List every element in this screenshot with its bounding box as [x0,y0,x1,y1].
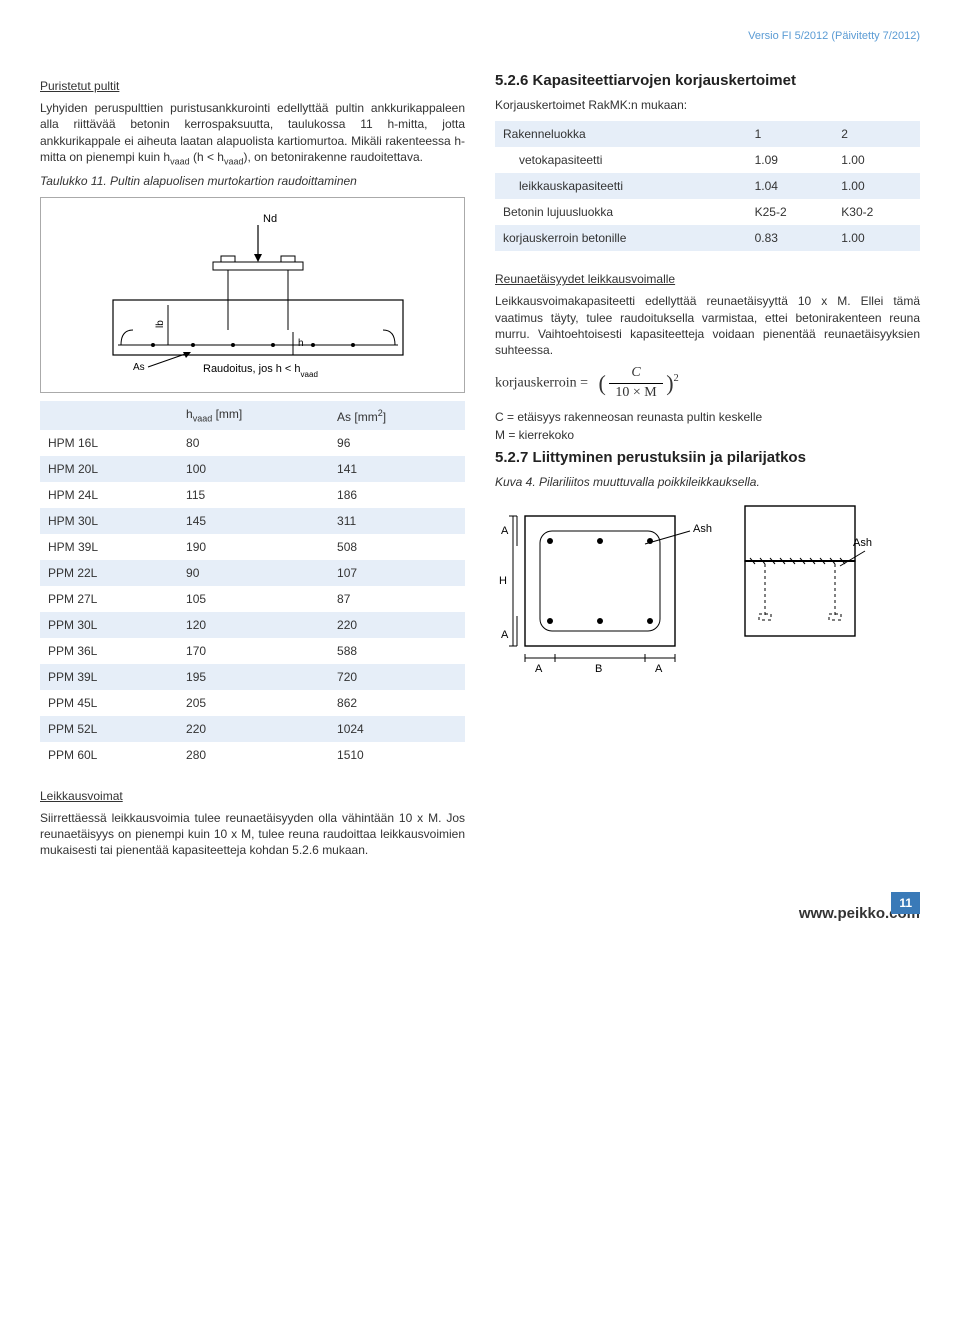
svg-text:A: A [655,663,663,675]
heading-526: 5.2.6 Kapasiteettiarvojen korjauskertoim… [495,72,920,89]
kuva4-caption: Kuva 4. Pilariliitos muuttuvalla poikkil… [495,474,920,490]
svg-text:A: A [501,525,509,537]
left-column: Puristetut pultit Lyhyiden peruspulttien… [40,72,465,865]
p-526: Korjauskertoimet RakMK:n mukaan: [495,97,920,113]
diagram-raudoitus: Nd h lb [40,197,465,393]
svg-text:B: B [595,663,602,675]
table11-caption: Taulukko 11. Pultin alapuolisen murtokar… [40,173,465,189]
nd-label: Nd [263,213,277,225]
t11-h2: As [mm2] [329,401,465,429]
svg-text:h: h [298,338,304,349]
page-number: 11 [891,892,920,914]
table-factors: Rakenneluokka 1 2 vetokapasiteetti 1.09 … [495,121,920,251]
svg-text:A: A [535,663,543,675]
leikkausvoimat-text: Siirrettäessä leikkausvoimia tulee reuna… [40,810,465,859]
raudoitus-svg: Nd h lb [93,210,413,380]
heading-527: 5.2.7 Liittyminen perustuksiin ja pilari… [495,449,920,466]
paragraph-1: Lyhyiden peruspulttien puristusankkuroin… [40,100,465,167]
right-column: 5.2.6 Kapasiteettiarvojen korjauskertoim… [495,72,920,865]
table-11: hvaad [mm] As [mm2] HPM 16L8096 HPM 20L1… [40,401,465,767]
m-def: M = kierrekoko [495,427,920,443]
svg-text:Ash: Ash [853,537,872,549]
c-def: C = etäisyys rakenneosan reunasta pultin… [495,409,920,425]
svg-text:lb: lb [155,320,166,328]
svg-text:Raudoitus, jos h < hvaad: Raudoitus, jos h < hvaad [203,363,318,379]
section-title-puristetut: Puristetut pultit [40,79,119,93]
svg-text:H: H [499,575,507,587]
t11-h1: hvaad [mm] [178,401,329,429]
svg-text:As: As [133,362,145,373]
formula-korjauskerroin: korjauskerroin = ( C 10 × M )2 [495,364,920,403]
reuna-title: Reunaetäisyydet leikkausvoimalle [495,272,675,286]
svg-text:A: A [501,629,509,641]
svg-text:Ash: Ash [693,523,712,535]
reuna-text: Leikkausvoimakapasiteetti edellyttää reu… [495,293,920,358]
version-header: Versio FI 5/2012 (Päivitetty 7/2012) [40,30,920,42]
leikkausvoimat-title: Leikkausvoimat [40,789,123,803]
kuva4-svg: Ash H A B A A A [495,496,875,686]
